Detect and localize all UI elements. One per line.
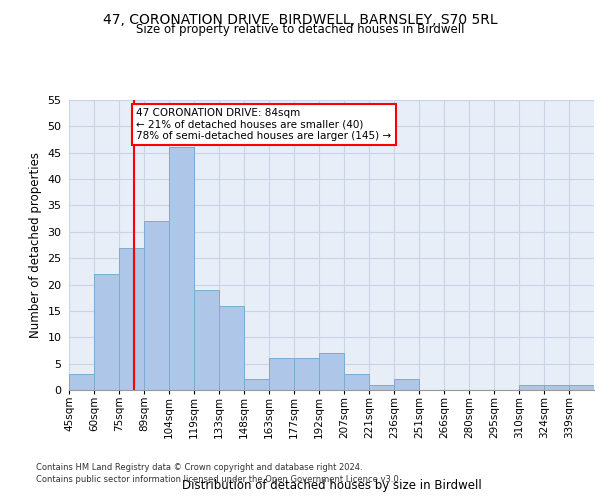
Bar: [319, 353, 344, 390]
Bar: [394, 380, 419, 390]
Bar: [94, 274, 119, 390]
Bar: [69, 374, 94, 390]
Bar: [194, 290, 219, 390]
Bar: [244, 380, 269, 390]
Bar: [294, 358, 319, 390]
Bar: [344, 374, 369, 390]
Y-axis label: Number of detached properties: Number of detached properties: [29, 152, 41, 338]
X-axis label: Distribution of detached houses by size in Birdwell: Distribution of detached houses by size …: [182, 480, 481, 492]
Text: 47 CORONATION DRIVE: 84sqm
← 21% of detached houses are smaller (40)
78% of semi: 47 CORONATION DRIVE: 84sqm ← 21% of deta…: [137, 108, 392, 141]
Bar: [144, 222, 169, 390]
Bar: [544, 384, 569, 390]
Text: Size of property relative to detached houses in Birdwell: Size of property relative to detached ho…: [136, 24, 464, 36]
Bar: [119, 248, 144, 390]
Bar: [369, 384, 394, 390]
Bar: [169, 148, 194, 390]
Bar: [569, 384, 594, 390]
Text: Contains public sector information licensed under the Open Government Licence v3: Contains public sector information licen…: [36, 475, 401, 484]
Bar: [269, 358, 294, 390]
Bar: [219, 306, 244, 390]
Bar: [519, 384, 544, 390]
Text: 47, CORONATION DRIVE, BIRDWELL, BARNSLEY, S70 5RL: 47, CORONATION DRIVE, BIRDWELL, BARNSLEY…: [103, 12, 497, 26]
Text: Contains HM Land Registry data © Crown copyright and database right 2024.: Contains HM Land Registry data © Crown c…: [36, 464, 362, 472]
